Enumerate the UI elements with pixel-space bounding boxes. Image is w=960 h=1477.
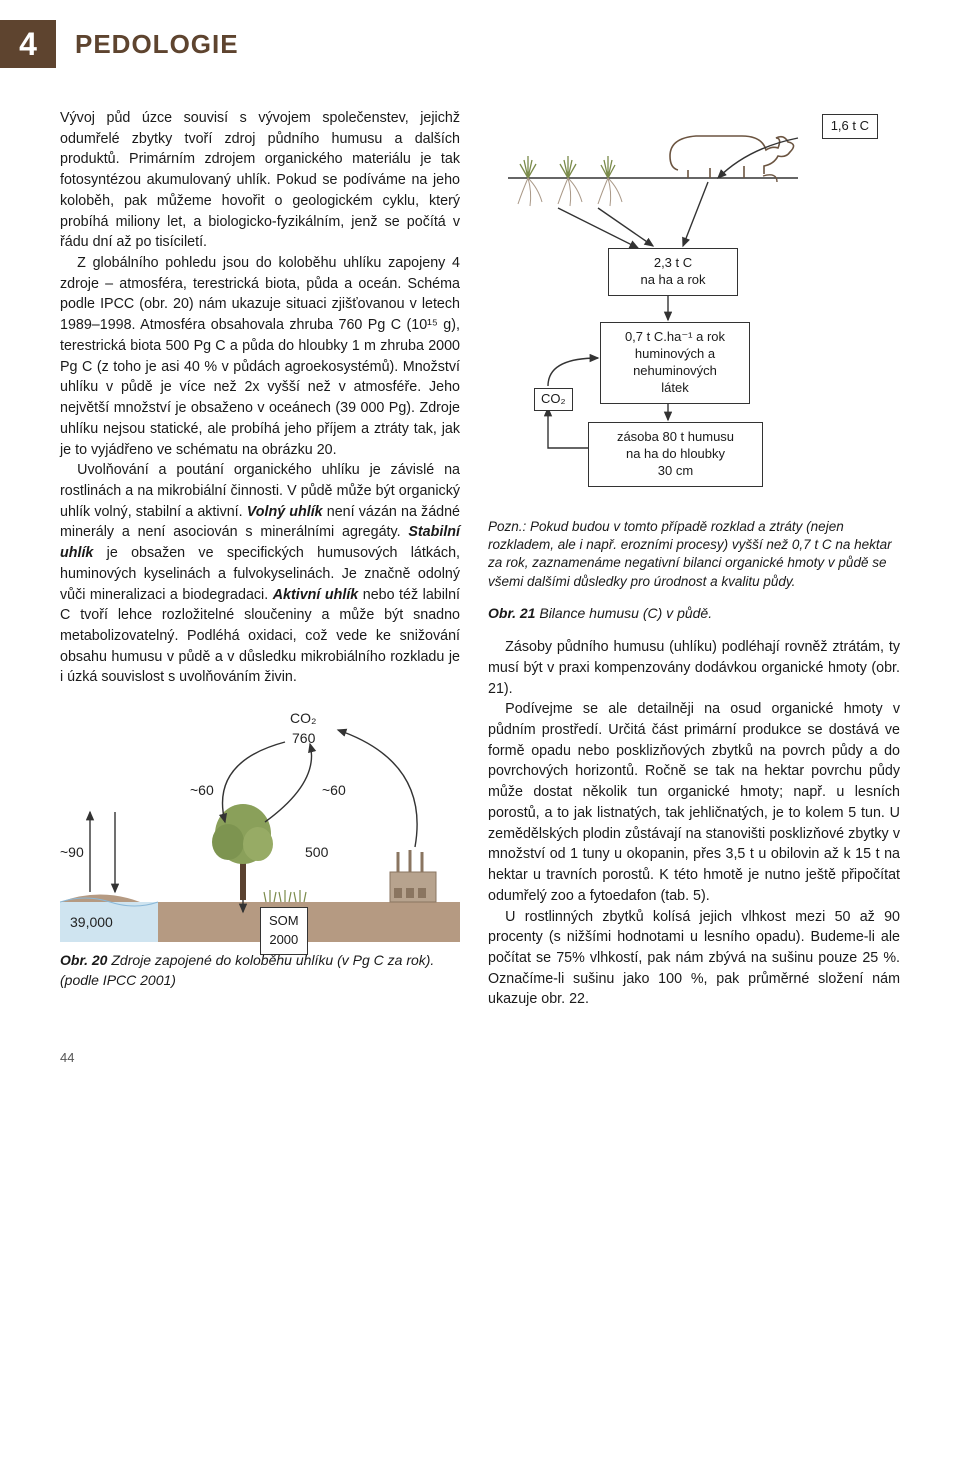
left-column: Vývoj půd úzce souvisí s vývojem společe… [60,108,460,1010]
fig21-box2-line3: nehuminových [633,363,717,378]
fig21-caption-text: Bilance humusu (C) v půdě. [535,605,712,621]
fig21-box1-line2: na ha a rok [640,272,705,287]
fig21-note: Pozn.: Pokud budou v tomto případě rozkl… [488,518,900,591]
fig21-box-2: 0,7 t C.ha⁻¹ a rok huminových a nehumino… [600,322,750,404]
figure-21: 1,6 t C 2,3 t C na ha a rok 0,7 t C.ha⁻¹… [488,108,878,508]
chapter-number-tab: 4 [0,20,56,68]
fig21-caption: Obr. 21 Bilance humusu (C) v půdě. [488,603,900,623]
body-paragraph: U rostlinných zbytků kolísá jejich vlhko… [488,907,900,1011]
fig20-flux-left: ~60 [190,780,214,800]
fig21-caption-label: Obr. 21 [488,605,535,621]
fig21-co2-label: CO₂ [534,388,573,411]
term-volny-uhlik: Volný uhlík [247,504,323,520]
fig20-caption-label: Obr. 20 [60,952,107,968]
fig21-cow-input: 1,6 t C [822,114,878,139]
body-paragraph: Uvolňování a poutání organického uhlíku … [60,460,460,688]
fig20-ocean-value: 39,000 [70,912,113,932]
fig20-flux-right: ~60 [322,780,346,800]
fig20-caption: Obr. 20 Zdroje zapojené do koloběhu uhlí… [60,950,460,991]
fig20-biota-value: 500 [305,842,328,862]
fig20-som-box: SOM 2000 [260,907,308,955]
fig20-svg [60,702,460,942]
fig21-box2-line1: 0,7 t C.ha⁻¹ a rok [625,329,725,344]
fig20-co2-label: CO₂ [290,708,316,728]
body-paragraph: Z globálního pohledu jsou do koloběhu uh… [60,253,460,460]
figure-20: CO₂ 760 ~60 ~60 500 ~90 39,000 SOM 2000 [60,702,460,942]
body-paragraph: Podívejme se ale detailněji na osud orga… [488,699,900,906]
body-paragraph: Zásoby půdního humusu (uhlíku) podléhají… [488,637,900,699]
fig20-co2-value: 760 [292,728,315,748]
fig21-box-3: zásoba 80 t humusu na ha do hloubky 30 c… [588,422,763,487]
fig21-box2-line2: huminových a [635,346,715,361]
fig21-box1-line1: 2,3 t C [654,255,692,270]
fig20-som-value: 2000 [269,932,298,947]
fig21-box3-line1: zásoba 80 t humusu [617,429,734,444]
fig21-box3-line3: 30 cm [658,463,693,478]
fig21-box2-line4: látek [661,380,688,395]
right-column: 1,6 t C 2,3 t C na ha a rok 0,7 t C.ha⁻¹… [488,108,900,1010]
fig20-som-label: SOM [269,913,299,928]
fig20-caption-text: Zdroje zapojené do koloběhu uhlíku (v Pg… [60,952,434,988]
term-aktivni-uhlik: Aktivní uhlík [273,587,359,603]
fig21-box3-line2: na ha do hloubky [626,446,725,461]
fig20-ocean-flux: ~90 [60,842,84,862]
body-paragraph: Vývoj půd úzce souvisí s vývojem společe… [60,108,460,253]
chapter-title: PEDOLOGIE [75,20,239,68]
page-number: 44 [60,1050,900,1065]
fig21-box-1: 2,3 t C na ha a rok [608,248,738,296]
